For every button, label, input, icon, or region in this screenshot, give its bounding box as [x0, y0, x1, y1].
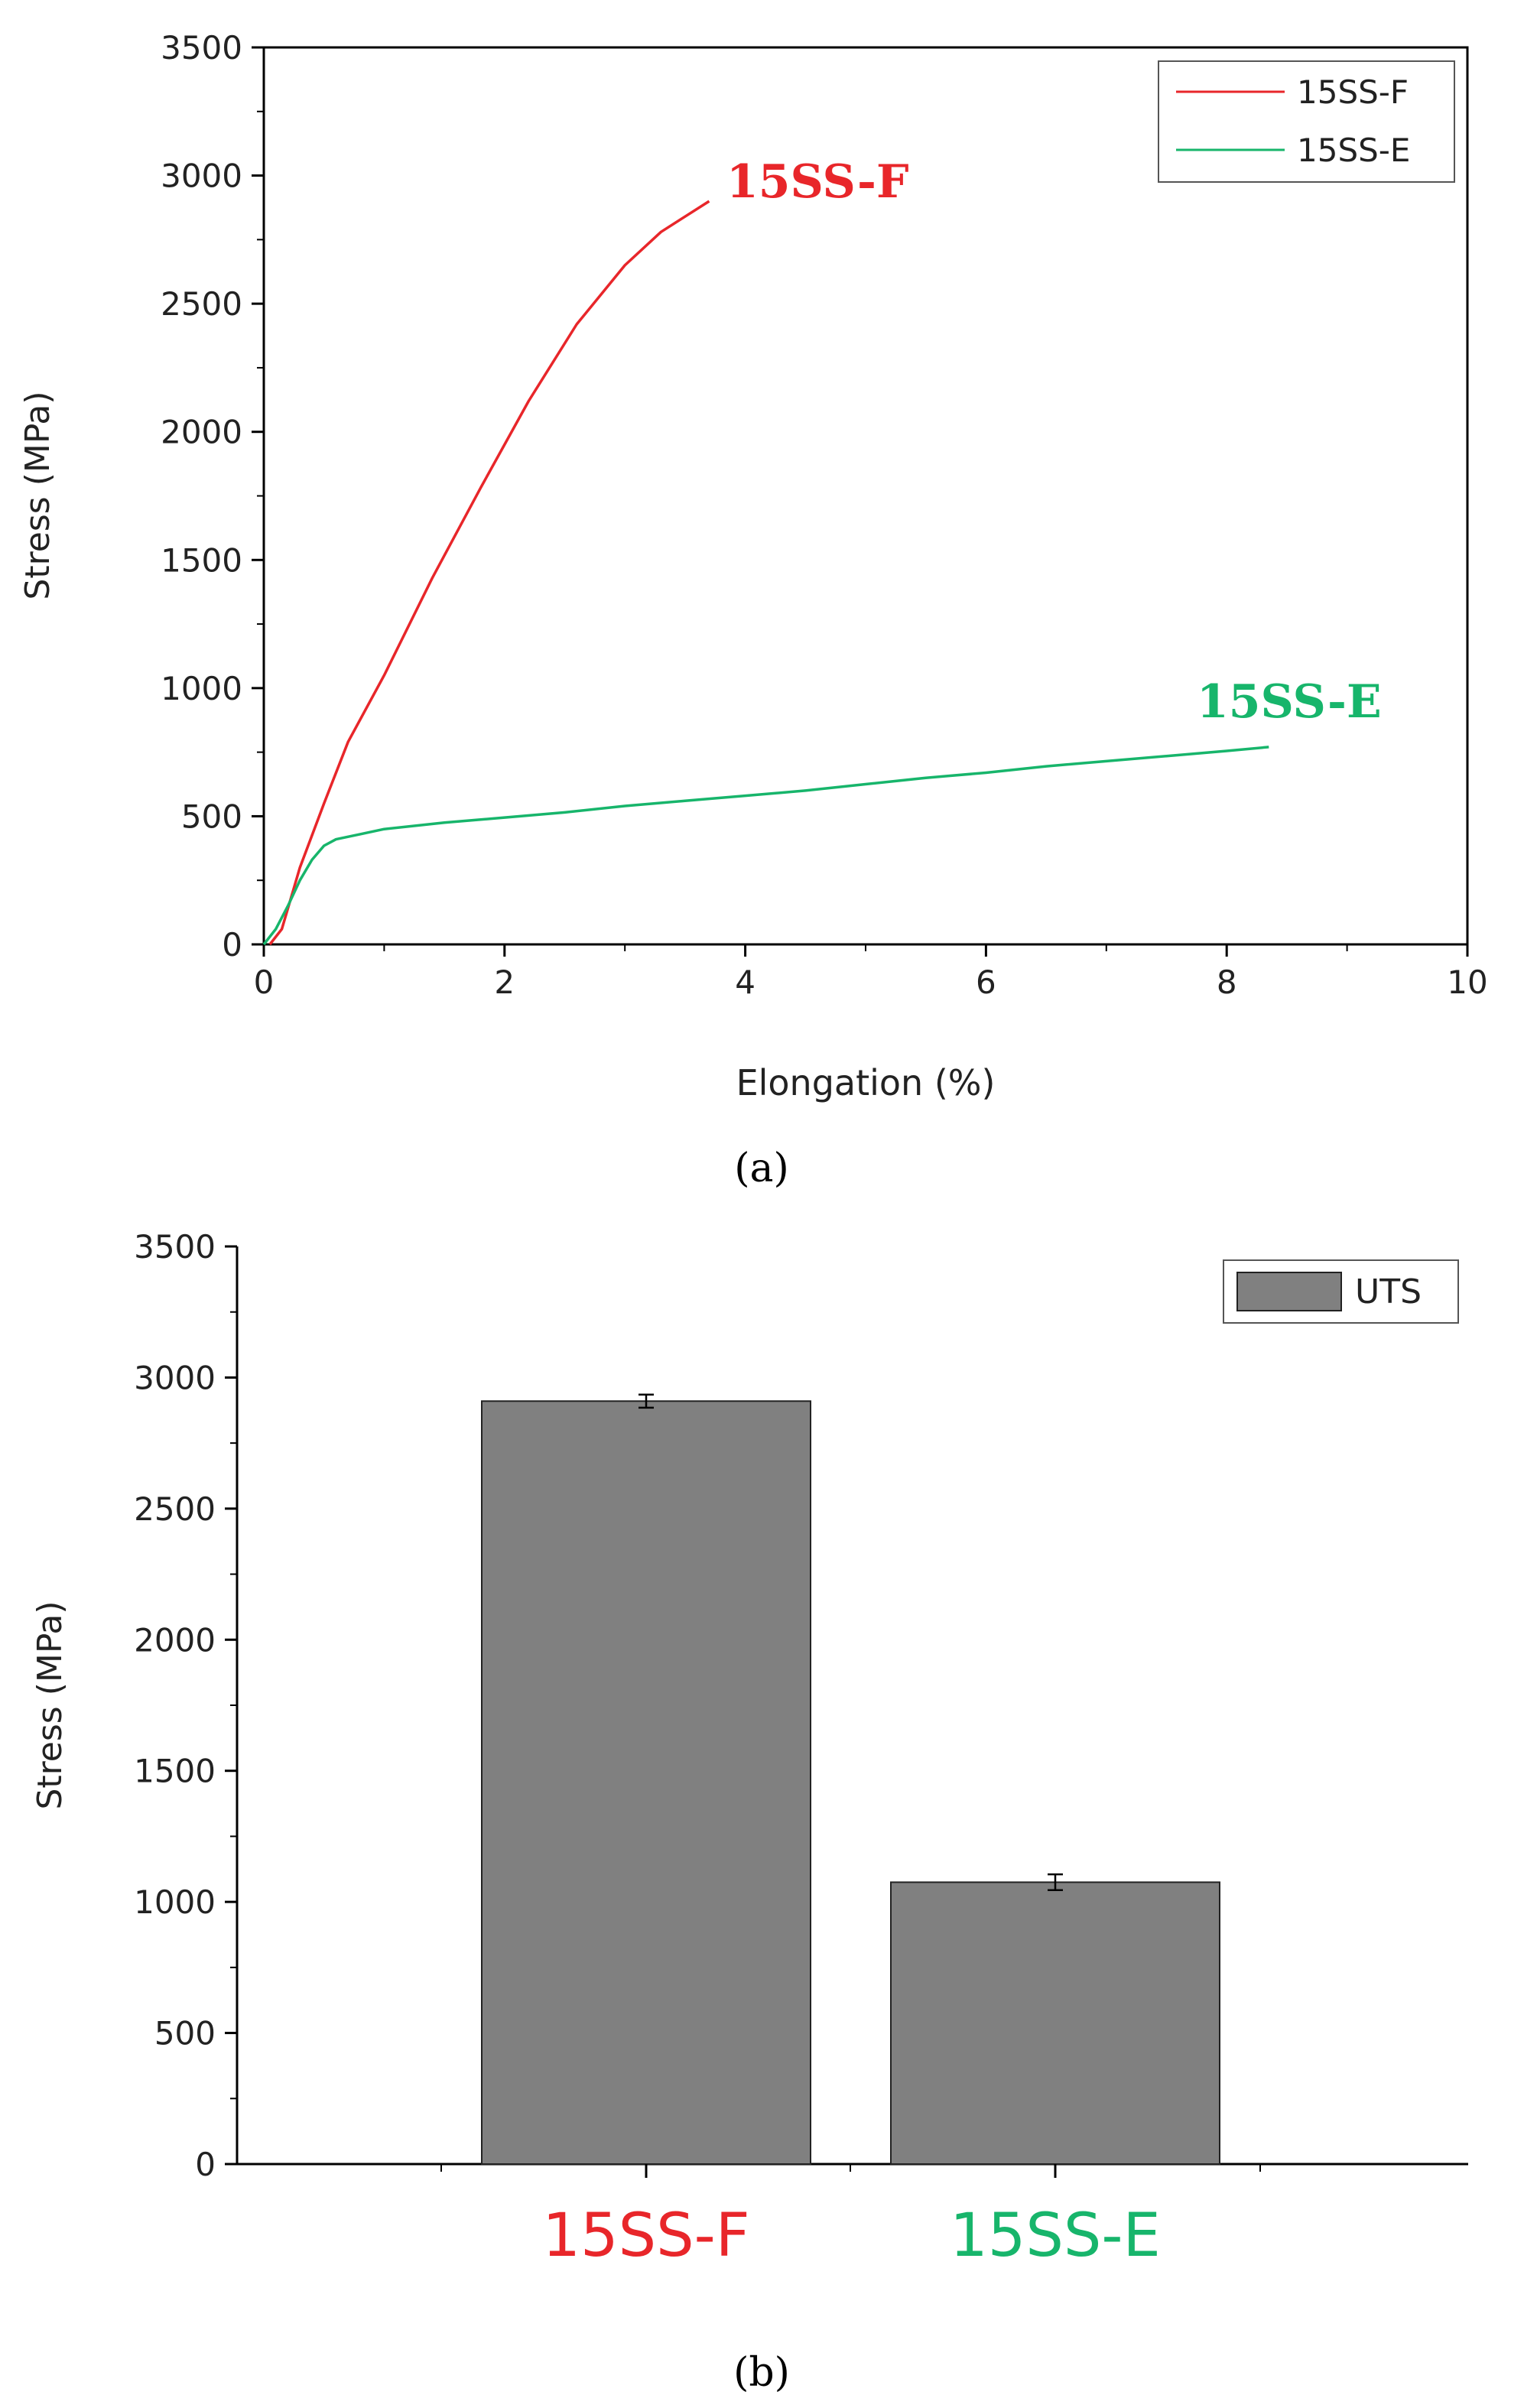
panel-label-b: (b) [733, 2350, 790, 2396]
panel-a-line-chart: 0 500 1000 1500 2000 2500 3000 3500 0 2 4 6 8 10 Str… [18, 29, 1488, 1191]
panel-label-a: (a) [734, 1146, 789, 1191]
x-axis-ticks: 0 2 4 6 8 10 [254, 944, 1488, 1001]
category-label-15ss-f: 15SS-F [542, 2202, 749, 2270]
series-line-15ss-e [262, 746, 1269, 946]
series-lines [262, 200, 1269, 946]
x-tick-label: 2 [494, 964, 515, 1001]
bars [481, 1393, 1220, 2166]
x-tick-label: 10 [1447, 964, 1487, 1001]
bar-15ss-f [481, 1400, 811, 2166]
y-tick-label: 3000 [161, 158, 242, 195]
y-tick-label: 1500 [161, 541, 242, 579]
legend: 15SS-F 15SS-E [1158, 60, 1455, 183]
y-tick-label: 0 [195, 2146, 216, 2183]
series-line-15ss-f [268, 200, 710, 946]
y-tick-label: 1000 [134, 1883, 216, 1921]
y-tick-label: 500 [181, 798, 242, 835]
y-tick-label: 2500 [161, 285, 242, 323]
y-axis-ticks: 0 500 1000 1500 2000 2500 3000 3500 [161, 29, 264, 964]
bar-15ss-e [890, 1881, 1220, 2165]
category-label-15ss-e: 15SS-E [950, 2202, 1161, 2270]
legend-box [1158, 60, 1455, 183]
y-tick-label: 500 [154, 2015, 216, 2052]
y-tick-label: 3000 [134, 1359, 216, 1396]
y-tick-label: 3500 [161, 29, 242, 67]
x-tick-label: 4 [735, 964, 756, 1001]
y-tick-label: 2500 [134, 1490, 216, 1528]
y-tick-label: 2000 [134, 1621, 216, 1659]
y-axis-title: Stress (MPa) [31, 1600, 70, 1809]
legend-label-15ss-e: 15SS-E [1297, 132, 1410, 169]
y-axis-ticks: 0 500 1000 1500 2000 2500 3000 3500 [134, 1228, 237, 2183]
x-tick-label: 6 [976, 964, 996, 1001]
series-annotation-15ss-e: 15SS-E [1197, 675, 1382, 729]
x-axis-minor-ticks [440, 2164, 1261, 2172]
x-axis-title: Elongation (%) [736, 1062, 996, 1103]
y-tick-label: 1000 [161, 670, 242, 707]
legend-label-15ss-f: 15SS-F [1297, 73, 1409, 111]
x-tick-label: 0 [254, 964, 275, 1001]
x-tick-label: 8 [1217, 964, 1237, 1001]
y-tick-label: 0 [222, 926, 242, 964]
legend-swatch-uts [1236, 1272, 1342, 1311]
series-annotation-15ss-f: 15SS-F [726, 155, 909, 209]
category-labels: 15SS-F 15SS-E [542, 2164, 1161, 2270]
y-tick-label: 3500 [134, 1228, 216, 1266]
y-tick-label: 2000 [161, 414, 242, 451]
y-tick-label: 1500 [134, 1753, 216, 1790]
legend: UTS [1223, 1259, 1459, 1324]
y-axis-title: Stress (MPa) [18, 391, 57, 600]
legend-label-uts: UTS [1355, 1272, 1422, 1311]
